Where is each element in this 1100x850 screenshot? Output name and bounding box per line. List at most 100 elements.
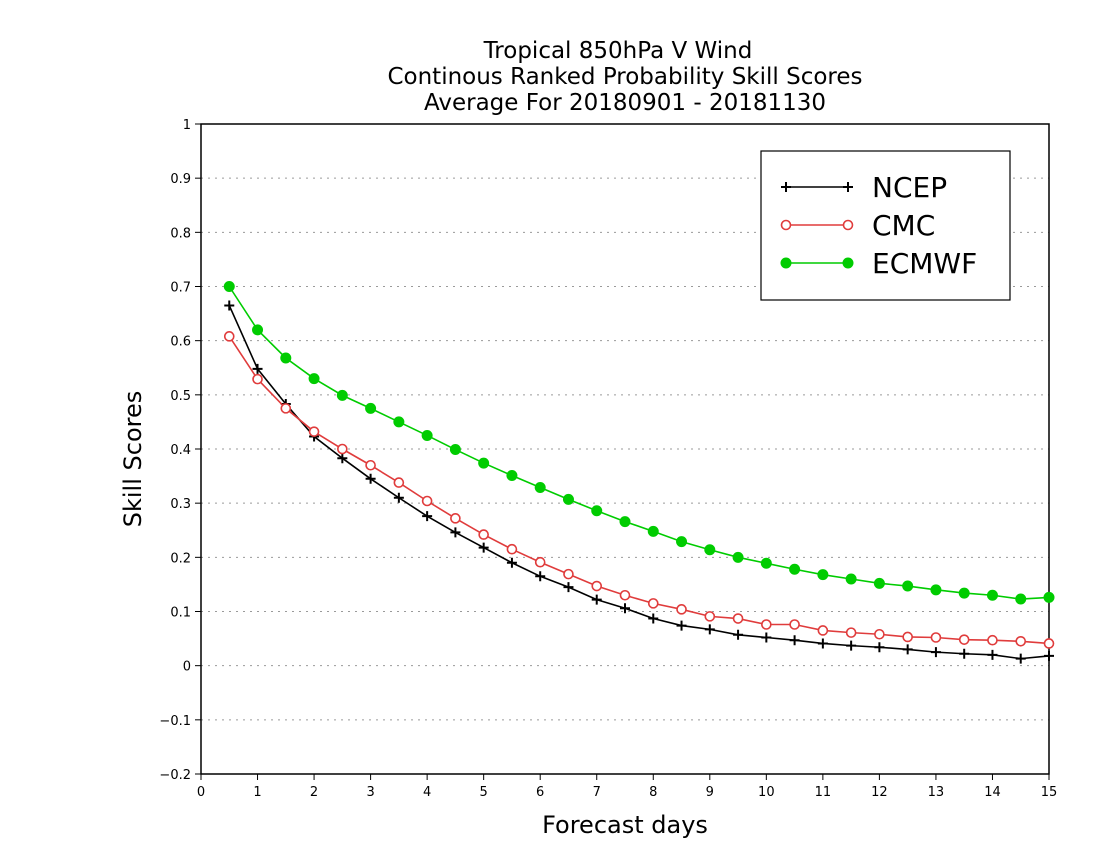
data-point-ncep xyxy=(704,624,715,635)
data-point-ecmwf xyxy=(534,481,546,493)
x-tick-label: 12 xyxy=(871,785,888,800)
data-point-cmc xyxy=(1043,638,1055,649)
legend-item-ecmwf: ECMWF xyxy=(780,247,977,280)
data-point-cmc xyxy=(789,619,800,630)
chart-title-line-2: Continous Ranked Probability Skill Score… xyxy=(387,64,862,90)
data-point-ecmwf xyxy=(817,569,829,581)
data-point-ecmwf xyxy=(506,470,518,482)
data-point-ncep xyxy=(959,648,970,659)
data-point-ncep xyxy=(337,453,348,464)
y-tick-label: 0.2 xyxy=(170,551,191,566)
data-point-cmc xyxy=(393,477,405,488)
data-point-ecmwf xyxy=(845,573,857,585)
series-line-cmc xyxy=(228,335,1050,645)
data-point-cmc xyxy=(732,613,744,624)
legend-label: NCEP xyxy=(872,171,947,204)
chart-title-line-3: Average For 20180901 - 20181130 xyxy=(424,90,826,116)
data-point-cmc xyxy=(534,556,546,568)
x-tick-label: 6 xyxy=(536,785,544,800)
data-point-cmc xyxy=(761,619,772,630)
legend-marker xyxy=(780,219,792,231)
legend-item-ncep: NCEP xyxy=(781,171,947,204)
data-point-cmc xyxy=(365,459,376,471)
data-point-ecmwf xyxy=(930,584,942,596)
series-layer xyxy=(223,281,1055,664)
y-tick-label: 0.6 xyxy=(170,335,191,350)
data-point-ecmwf xyxy=(308,373,320,385)
data-point-ecmwf xyxy=(902,580,914,592)
data-point-cmc xyxy=(308,426,320,437)
legend-label: ECMWF xyxy=(872,247,977,280)
data-point-cmc xyxy=(337,443,348,455)
legend-marker xyxy=(781,182,791,192)
data-point-ncep xyxy=(648,613,659,624)
data-point-ncep xyxy=(506,557,517,568)
data-point-cmc xyxy=(1015,635,1027,647)
x-tick-label: 15 xyxy=(1041,785,1058,800)
x-tick-label: 5 xyxy=(480,785,488,800)
data-point-ncep xyxy=(563,582,574,593)
data-point-ecmwf xyxy=(873,577,885,589)
data-point-cmc xyxy=(930,632,942,643)
legend-marker xyxy=(843,182,853,192)
data-point-ecmwf xyxy=(619,516,631,528)
data-point-cmc xyxy=(676,604,687,615)
y-tick-label: 1 xyxy=(183,118,191,133)
x-tick-label: 10 xyxy=(758,785,775,800)
data-point-ncep xyxy=(1015,653,1026,664)
y-tick-label: −0.1 xyxy=(159,714,191,729)
data-point-ncep xyxy=(761,632,772,643)
data-point-cmc xyxy=(280,403,292,414)
data-point-ncep xyxy=(817,638,828,649)
legend-marker xyxy=(780,257,792,269)
data-point-cmc xyxy=(421,495,433,507)
x-tick-label: 14 xyxy=(984,785,1001,800)
data-point-ncep xyxy=(252,363,263,374)
data-point-ncep xyxy=(902,644,913,655)
data-point-cmc xyxy=(845,627,857,638)
data-point-ecmwf xyxy=(704,544,716,556)
y-tick-label: 0.5 xyxy=(170,389,191,404)
series-cmc xyxy=(223,331,1055,649)
data-point-ncep xyxy=(591,594,602,605)
y-tick-label: 0.3 xyxy=(170,497,191,512)
x-tick-label: 1 xyxy=(253,785,261,800)
series-line-ncep xyxy=(228,305,1050,660)
legend-label: CMC xyxy=(872,209,935,242)
data-point-ecmwf xyxy=(1015,593,1027,605)
data-point-ecmwf xyxy=(336,389,348,401)
data-point-ncep xyxy=(733,629,744,640)
series-line-ecmwf xyxy=(228,286,1050,600)
data-point-ecmwf xyxy=(760,557,772,569)
data-point-ncep xyxy=(930,647,941,658)
y-axis-label: Skill Scores xyxy=(119,391,147,528)
data-point-ecmwf xyxy=(280,352,292,364)
data-point-cmc xyxy=(647,598,659,609)
data-point-ecmwf xyxy=(986,589,998,601)
y-tick-label: −0.2 xyxy=(159,768,191,783)
axis-ticks: −0.2−0.100.10.20.30.40.50.60.70.80.910 1 2… xyxy=(159,118,1057,800)
data-point-ecmwf xyxy=(789,563,801,575)
data-point-ecmwf xyxy=(223,281,235,292)
data-point-ncep xyxy=(535,571,546,582)
data-point-ncep xyxy=(478,542,489,553)
legend-marker xyxy=(842,219,854,231)
y-tick-label: 0.8 xyxy=(170,226,191,241)
data-point-cmc xyxy=(563,568,574,580)
data-point-ecmwf xyxy=(252,324,264,336)
x-tick-label: 8 xyxy=(649,785,657,800)
data-point-ncep xyxy=(365,473,376,484)
legend-item-cmc: CMC xyxy=(780,209,935,242)
data-point-ncep xyxy=(450,527,461,538)
data-point-cmc xyxy=(252,373,263,385)
series-ecmwf xyxy=(223,281,1055,605)
data-point-ncep xyxy=(874,642,885,653)
data-point-ecmwf xyxy=(676,536,688,548)
data-point-cmc xyxy=(902,631,913,643)
data-point-cmc xyxy=(619,589,631,601)
series-ncep xyxy=(224,300,1054,664)
legend-marker xyxy=(842,257,854,269)
x-tick-label: 2 xyxy=(310,785,318,800)
data-point-ncep xyxy=(393,492,404,503)
y-tick-label: 0 xyxy=(183,660,191,675)
